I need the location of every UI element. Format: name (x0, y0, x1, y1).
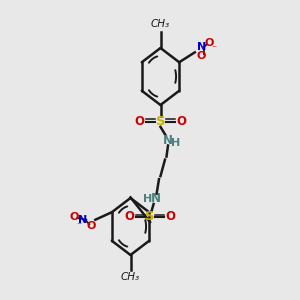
Text: ⁻: ⁻ (76, 221, 81, 231)
Text: H: H (143, 194, 152, 204)
Text: S: S (156, 115, 165, 128)
Text: O: O (135, 115, 145, 128)
Text: O: O (197, 51, 206, 61)
Text: N: N (151, 192, 161, 205)
Text: N: N (197, 42, 206, 52)
Text: ⁻: ⁻ (212, 44, 217, 54)
Text: N: N (163, 134, 173, 147)
Text: CH₃: CH₃ (151, 20, 170, 29)
Text: O: O (86, 221, 95, 231)
Text: O: O (166, 210, 176, 223)
Text: H: H (171, 137, 180, 148)
Text: S: S (145, 210, 155, 223)
Text: CH₃: CH₃ (121, 272, 140, 282)
Text: O: O (205, 38, 214, 48)
Text: O: O (124, 210, 134, 223)
Text: N: N (78, 215, 87, 225)
Text: O: O (176, 115, 186, 128)
Text: O: O (70, 212, 79, 222)
